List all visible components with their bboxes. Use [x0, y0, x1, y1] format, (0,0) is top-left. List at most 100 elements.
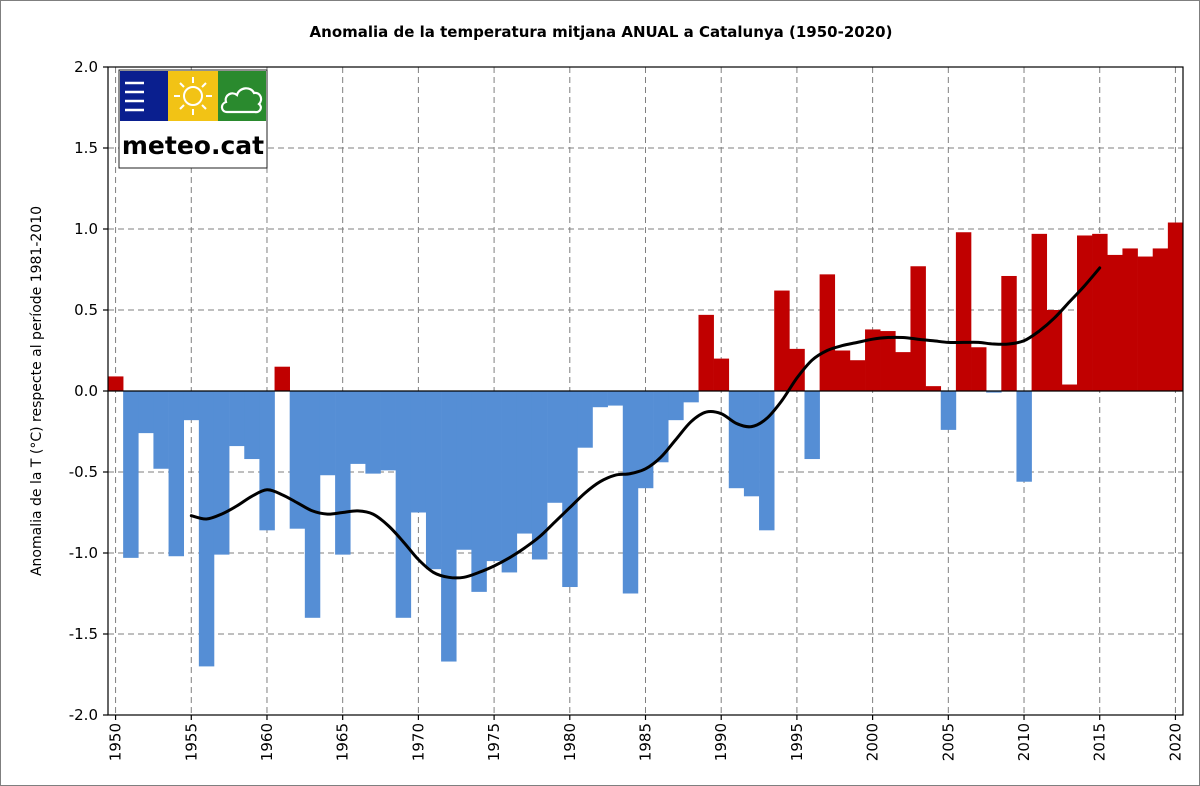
axes — [103, 66, 1184, 720]
bar-2020 — [1167, 222, 1184, 391]
bar-1952 — [138, 391, 154, 434]
bar-1956 — [198, 391, 215, 667]
bar-1995 — [789, 348, 805, 391]
x-tick-label: 1950 — [107, 723, 125, 761]
trend-line-group — [189, 266, 1102, 580]
x-tick-label: 1990 — [712, 723, 730, 761]
x-tick-label: 2015 — [1091, 723, 1109, 761]
x-tick-label: 1980 — [561, 723, 579, 761]
bar-2013 — [1061, 384, 1078, 391]
bar-1951 — [123, 391, 139, 558]
bar-2014 — [1077, 235, 1093, 391]
y-tick-labels: 2.0 1.5 1.0 0.5 0.0 -0.5 -1.0 -1.5 -2.0 — [69, 58, 98, 724]
y-tick-label: 2.0 — [74, 58, 98, 76]
bar-2001 — [880, 331, 896, 391]
x-tick-label: 1970 — [409, 723, 427, 761]
x-tick-label: 1960 — [258, 723, 276, 761]
bar-1982 — [592, 391, 608, 408]
bar-1990 — [713, 358, 730, 391]
bar-2000 — [865, 329, 881, 391]
bar-2010 — [1016, 391, 1032, 482]
bar-1992 — [743, 391, 760, 497]
bar-1960 — [259, 391, 275, 531]
meteocat-logo: meteo.cat — [118, 69, 268, 169]
bar-1967 — [365, 391, 381, 474]
bar-2012 — [1046, 310, 1063, 391]
bar-1965 — [335, 391, 351, 555]
bar-1963 — [304, 391, 321, 618]
bar-1991 — [728, 391, 745, 489]
x-tick-label: 2005 — [939, 723, 957, 761]
bar-2018 — [1137, 256, 1154, 391]
bar-2019 — [1152, 248, 1169, 391]
bar-2016 — [1107, 254, 1123, 391]
bar-1998 — [834, 350, 851, 391]
bar-1973 — [456, 391, 472, 550]
bar-1983 — [607, 391, 624, 406]
bar-1984 — [622, 391, 639, 594]
x-tick-label: 2000 — [864, 723, 882, 761]
bar-1985 — [637, 391, 654, 489]
x-tick-label: 1975 — [485, 723, 503, 761]
bar-1959 — [244, 391, 260, 460]
y-tick-label: 0.0 — [74, 382, 98, 400]
bar-1974 — [471, 391, 487, 592]
x-tick-label: 1965 — [334, 723, 352, 761]
bar-1953 — [153, 391, 169, 469]
bar-2015 — [1092, 233, 1108, 391]
logo-green-tile — [218, 71, 266, 121]
bar-1993 — [759, 391, 775, 531]
bar-1988 — [683, 391, 699, 403]
bar-1970 — [410, 391, 427, 513]
x-tick-label: 1955 — [182, 723, 200, 761]
logo-blue-tile — [120, 71, 168, 121]
bar-1957 — [213, 391, 230, 555]
y-tick-label: -1.5 — [69, 625, 98, 643]
bar-2005 — [940, 391, 957, 430]
bar-2006 — [955, 232, 972, 391]
bar-1976 — [501, 391, 518, 573]
y-tick-label: 1.0 — [74, 220, 98, 238]
y-tick-label: 1.5 — [74, 139, 98, 157]
x-tick-label: 1995 — [788, 723, 806, 761]
x-tick-label: 2010 — [1015, 723, 1033, 761]
bar-1979 — [547, 391, 563, 503]
bar-1969 — [395, 391, 412, 618]
y-tick-label: -1.0 — [69, 544, 98, 562]
bar-1986 — [653, 391, 669, 463]
bar-1964 — [319, 391, 336, 476]
cloud-icon — [220, 87, 263, 114]
menu-lines-icon — [125, 81, 144, 112]
bar-2011 — [1031, 233, 1048, 391]
bar-1981 — [577, 391, 593, 448]
bar-2007 — [971, 347, 987, 391]
logo-text: meteo.cat — [122, 131, 264, 160]
bars — [108, 222, 1184, 667]
bar-1962 — [289, 391, 306, 529]
bar-1997 — [819, 274, 836, 391]
bar-2002 — [895, 352, 911, 391]
x-tick-label: 2020 — [1166, 723, 1184, 761]
chart-title: Anomalia de la temperatura mitjana ANUAL… — [310, 23, 893, 41]
sun-icon — [174, 77, 212, 115]
bar-2017 — [1122, 248, 1138, 391]
bar-1955 — [183, 391, 200, 421]
bar-1950 — [108, 376, 124, 391]
bar-1968 — [380, 391, 396, 471]
bar-2003 — [910, 266, 926, 391]
bar-1980 — [562, 391, 578, 588]
bar-1954 — [168, 391, 185, 557]
bar-1975 — [486, 391, 502, 562]
bar-2009 — [1001, 275, 1017, 391]
x-tick-labels: 1950 1955 1960 1965 1970 1975 1980 1985 1990 1995… — [107, 723, 1185, 761]
bar-1966 — [350, 391, 366, 464]
bar-1987 — [668, 391, 684, 421]
bar-1999 — [849, 360, 866, 391]
bar-1978 — [531, 391, 548, 560]
trend-line — [189, 266, 1102, 580]
x-tick-label: 1985 — [637, 723, 655, 761]
bar-2004 — [925, 386, 942, 391]
bar-2008 — [986, 391, 1002, 393]
bar-1961 — [274, 366, 290, 391]
